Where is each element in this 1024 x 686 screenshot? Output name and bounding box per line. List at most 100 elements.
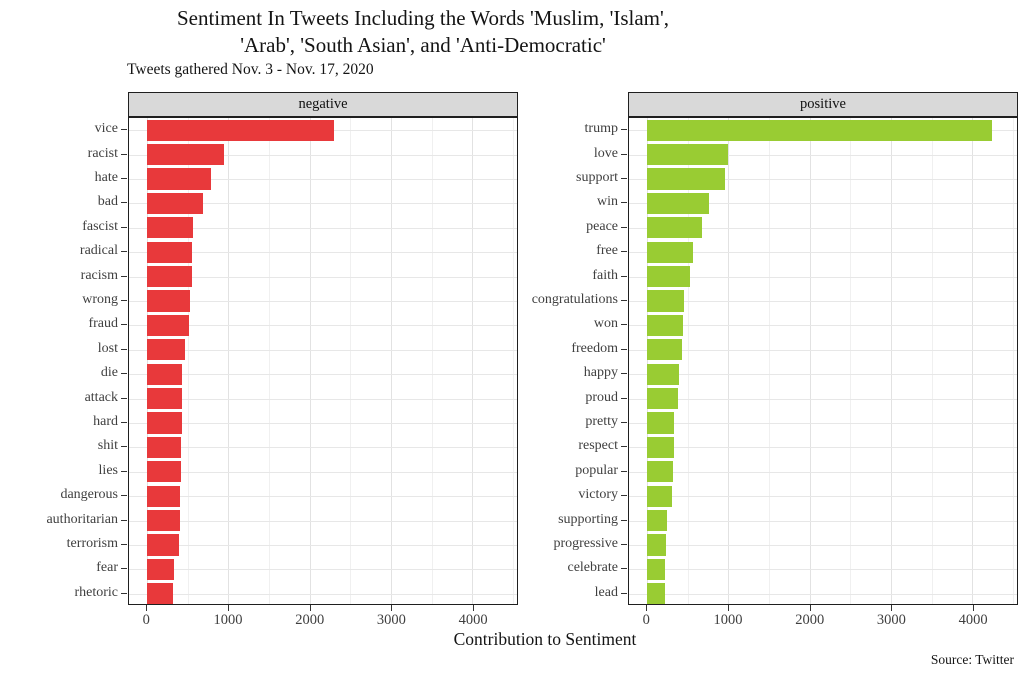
bar-hard xyxy=(147,412,182,434)
xtick-label: 2000 xyxy=(295,612,325,628)
category-gridline xyxy=(129,179,517,180)
ytick-label-fascist: fascist xyxy=(82,218,118,234)
category-gridline xyxy=(629,325,1017,327)
category-gridline xyxy=(629,569,1017,571)
ytick-label-hate: hate xyxy=(94,169,118,185)
category-gridline xyxy=(629,203,1017,205)
chart-subtitle: Tweets gathered Nov. 3 - Nov. 17, 2020 xyxy=(127,61,374,78)
category-gridline xyxy=(629,447,1017,449)
bar-popular xyxy=(647,461,674,483)
bar-peace xyxy=(647,217,703,239)
bar-dangerous xyxy=(147,485,181,507)
category-gridline xyxy=(129,520,517,522)
y-tick-mark xyxy=(121,129,127,131)
bar-wrong xyxy=(147,290,190,312)
major-gridline xyxy=(647,118,649,604)
major-gridline xyxy=(972,118,974,604)
bar-hate xyxy=(147,168,212,190)
bar-trump xyxy=(647,119,992,141)
xtick-label: 0 xyxy=(142,612,150,628)
ytick-label-hard: hard xyxy=(93,413,118,429)
x-tick-mark xyxy=(809,605,811,611)
ytick-label-love: love xyxy=(593,145,618,161)
y-tick-mark xyxy=(121,470,127,472)
y-tick-mark xyxy=(121,568,127,570)
ytick-label-respect: respect xyxy=(578,438,618,454)
bar-authoritarian xyxy=(147,510,181,532)
major-gridline xyxy=(809,118,811,604)
minor-gridline xyxy=(512,118,514,604)
bar-support xyxy=(647,168,726,190)
bar-lead xyxy=(647,583,665,604)
x-tick-mark xyxy=(146,605,148,611)
ytick-label-racism: racism xyxy=(80,267,118,283)
ytick-label-fear: fear xyxy=(96,560,118,576)
x-tick-mark xyxy=(891,605,893,611)
ytick-label-progressive: progressive xyxy=(553,535,618,551)
category-gridline xyxy=(129,423,517,424)
category-gridline xyxy=(629,227,1017,229)
xtick-label: 1000 xyxy=(713,612,743,628)
category-gridline xyxy=(129,471,517,473)
category-gridline xyxy=(129,569,517,571)
category-gridline xyxy=(129,276,517,278)
category-gridline xyxy=(129,398,517,400)
category-gridline xyxy=(129,447,517,449)
ytick-label-support: support xyxy=(576,169,618,185)
ytick-label-supporting: supporting xyxy=(558,511,618,527)
ytick-label-authoritarian: authoritarian xyxy=(46,511,118,527)
x-axis-title: Contribution to Sentiment xyxy=(453,629,637,649)
bar-racist xyxy=(147,144,225,166)
x-tick-mark xyxy=(391,605,393,611)
xtick-label: 2000 xyxy=(795,612,825,628)
xtick-label: 3000 xyxy=(876,612,906,628)
ytick-label-celebrate: celebrate xyxy=(567,560,618,576)
bar-lies xyxy=(147,461,181,483)
y-tick-mark xyxy=(621,544,627,545)
ytick-label-fraud: fraud xyxy=(88,316,118,332)
y-tick-mark xyxy=(121,348,127,350)
ytick-label-proud: proud xyxy=(585,389,618,405)
y-tick-mark xyxy=(621,153,627,155)
facet-strip-negative-label: negative xyxy=(298,96,348,112)
y-tick-mark xyxy=(621,275,627,277)
category-gridline xyxy=(629,545,1017,546)
ytick-label-free: free xyxy=(596,243,618,259)
x-tick-mark xyxy=(728,605,729,611)
bar-terrorism xyxy=(147,534,180,556)
category-gridline xyxy=(129,496,517,498)
category-gridline xyxy=(129,374,517,376)
y-tick-mark xyxy=(621,568,627,570)
major-gridline xyxy=(728,118,730,604)
xtick-label: 0 xyxy=(642,612,650,628)
y-tick-mark xyxy=(621,422,627,423)
minor-gridline xyxy=(1012,118,1014,604)
bar-respect xyxy=(647,436,674,458)
y-tick-mark xyxy=(621,373,627,375)
bar-free xyxy=(647,241,694,263)
chart-title: Sentiment In Tweets Including the Words … xyxy=(176,6,670,58)
ytick-label-racist: racist xyxy=(87,145,118,161)
bar-supporting xyxy=(647,510,667,532)
y-tick-mark xyxy=(121,153,127,155)
x-tick-mark xyxy=(228,605,229,611)
facet-strip-positive: positive xyxy=(628,92,1018,117)
ytick-label-attack: attack xyxy=(84,389,118,405)
minor-gridline xyxy=(687,118,689,604)
ytick-label-wrong: wrong xyxy=(82,291,118,307)
xtick-label: 4000 xyxy=(458,612,488,628)
bar-fraud xyxy=(147,314,190,336)
category-gridline xyxy=(629,374,1017,376)
xtick-label: 4000 xyxy=(958,612,988,628)
bar-radical xyxy=(147,241,193,263)
category-gridline xyxy=(129,252,517,254)
plot-area-positive xyxy=(628,117,1018,605)
y-tick-mark xyxy=(121,422,127,423)
major-gridline xyxy=(228,118,230,604)
category-gridline xyxy=(629,252,1017,254)
y-tick-mark xyxy=(621,519,627,521)
bar-bad xyxy=(147,192,204,214)
source-caption: Source: Twitter xyxy=(930,652,1014,667)
ytick-label-dangerous: dangerous xyxy=(60,487,118,503)
category-gridline xyxy=(629,349,1017,351)
